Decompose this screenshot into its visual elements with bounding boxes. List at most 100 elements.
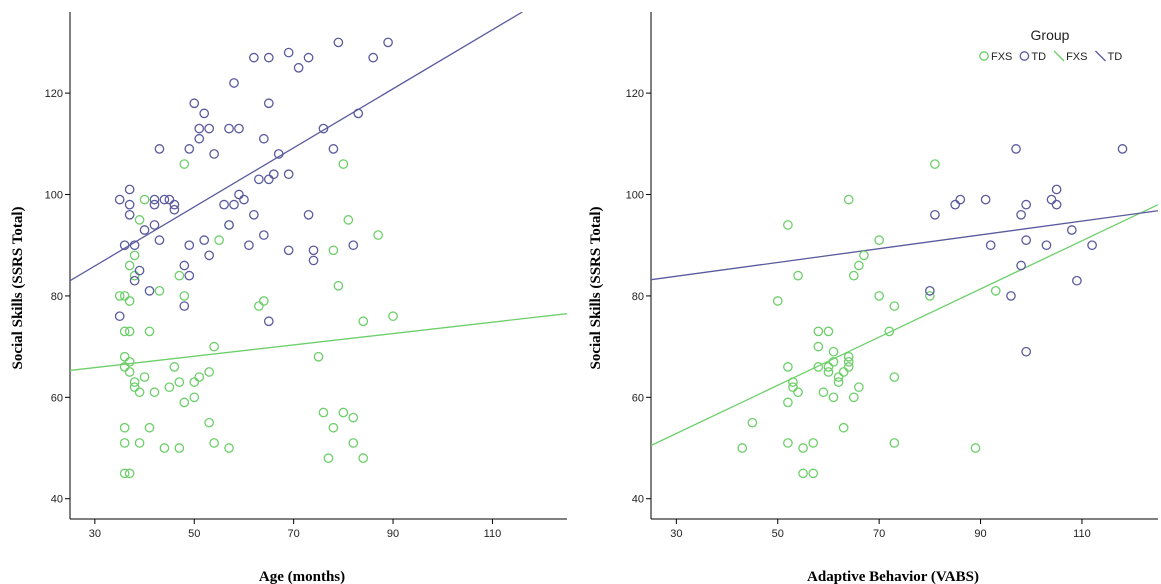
point-fxs — [833, 377, 844, 387]
point-td — [1021, 346, 1032, 357]
point-td — [263, 316, 274, 327]
point-fxs — [813, 341, 824, 352]
point-td — [149, 199, 160, 210]
point-fxs — [843, 351, 854, 362]
plot-area: 40 60 80 100 120 30 50 70 90 110 — [45, 12, 567, 540]
point-fxs — [889, 438, 900, 448]
point-fxs — [119, 326, 130, 337]
point-td — [234, 123, 244, 134]
point-td — [1021, 199, 1032, 210]
point-fxs — [838, 367, 849, 377]
point-td — [224, 220, 234, 230]
point-td — [1072, 275, 1082, 286]
point-fxs — [224, 443, 234, 453]
point-fxs — [129, 250, 140, 261]
point-fxs — [772, 296, 783, 306]
legend-label: FXS — [1066, 51, 1087, 63]
point-td — [219, 199, 229, 210]
point-fxs — [843, 362, 854, 372]
point-fxs — [209, 341, 219, 352]
point-td — [194, 123, 205, 134]
point-fxs — [149, 387, 160, 398]
y-tick-label: 40 — [632, 494, 644, 506]
x-tick-label: 110 — [484, 528, 502, 540]
point-td — [204, 250, 215, 261]
point-fxs — [843, 356, 854, 367]
point-fxs — [813, 362, 824, 372]
point-fxs — [823, 367, 834, 377]
point-td — [229, 78, 239, 88]
point-fxs — [338, 159, 349, 169]
point-td — [179, 301, 190, 311]
point-td — [139, 225, 150, 235]
point-td — [239, 194, 249, 205]
point-fxs — [189, 377, 200, 387]
point-fxs — [134, 215, 145, 225]
y-tick-label: 40 — [51, 494, 63, 506]
point-fxs — [793, 387, 803, 398]
point-td — [159, 194, 170, 205]
point-fxs — [194, 372, 205, 382]
point-fxs — [854, 260, 864, 271]
point-fxs — [828, 392, 839, 403]
point-fxs — [828, 346, 839, 357]
point-fxs — [129, 270, 140, 281]
point-fxs — [930, 159, 940, 169]
point-td — [154, 144, 165, 154]
x-tick-label: 90 — [387, 528, 399, 540]
point-fxs — [139, 194, 150, 205]
point-td — [1041, 240, 1052, 251]
point-fxs — [823, 326, 834, 337]
point-td — [263, 174, 274, 185]
point-td — [283, 169, 294, 180]
point-fxs — [924, 291, 935, 301]
x-tick-label: 90 — [974, 528, 986, 540]
point-fxs — [124, 356, 135, 367]
panel-adaptive-behavior: Social Skills (SSRS Total) Adaptive Beha… — [588, 12, 1158, 584]
point-td — [924, 285, 935, 296]
point-fxs — [348, 438, 359, 448]
y-tick-label: 80 — [51, 291, 63, 303]
point-td — [234, 189, 244, 200]
point-td — [258, 133, 269, 144]
point-td — [229, 199, 239, 210]
point-td — [308, 245, 319, 256]
point-td — [348, 240, 359, 251]
point-fxs — [134, 438, 145, 448]
point-fxs — [179, 291, 190, 301]
point-fxs — [179, 159, 190, 169]
x-tick-label: 50 — [772, 528, 784, 540]
point-td — [1046, 194, 1057, 205]
point-td — [169, 204, 180, 215]
point-td — [1021, 235, 1032, 245]
point-td — [244, 240, 254, 251]
point-fxs — [333, 280, 344, 291]
point-td — [199, 235, 210, 245]
point-td — [1051, 199, 1062, 210]
legend-title: Group — [1031, 27, 1070, 43]
point-fxs — [990, 285, 1001, 296]
point-fxs — [119, 422, 130, 433]
y-tick-label: 60 — [632, 392, 644, 404]
point-td — [149, 220, 160, 230]
point-fxs — [884, 326, 895, 337]
point-td — [1051, 184, 1062, 195]
fit-line-td — [651, 210, 1158, 281]
point-td — [1016, 209, 1026, 220]
point-td — [224, 123, 234, 134]
point-td — [169, 199, 180, 210]
point-fxs — [798, 443, 808, 453]
point-fxs — [328, 245, 339, 256]
point-fxs — [843, 194, 854, 205]
point-fxs — [204, 367, 215, 377]
point-fxs — [788, 377, 798, 387]
point-td — [1006, 291, 1016, 301]
legend-label: TD — [1031, 51, 1046, 63]
x-tick-label: 30 — [89, 528, 101, 540]
point-fxs — [134, 387, 145, 398]
point-td — [204, 123, 215, 134]
y-tick-label: 80 — [632, 291, 644, 303]
point-fxs — [808, 468, 819, 479]
point-td — [179, 260, 190, 271]
